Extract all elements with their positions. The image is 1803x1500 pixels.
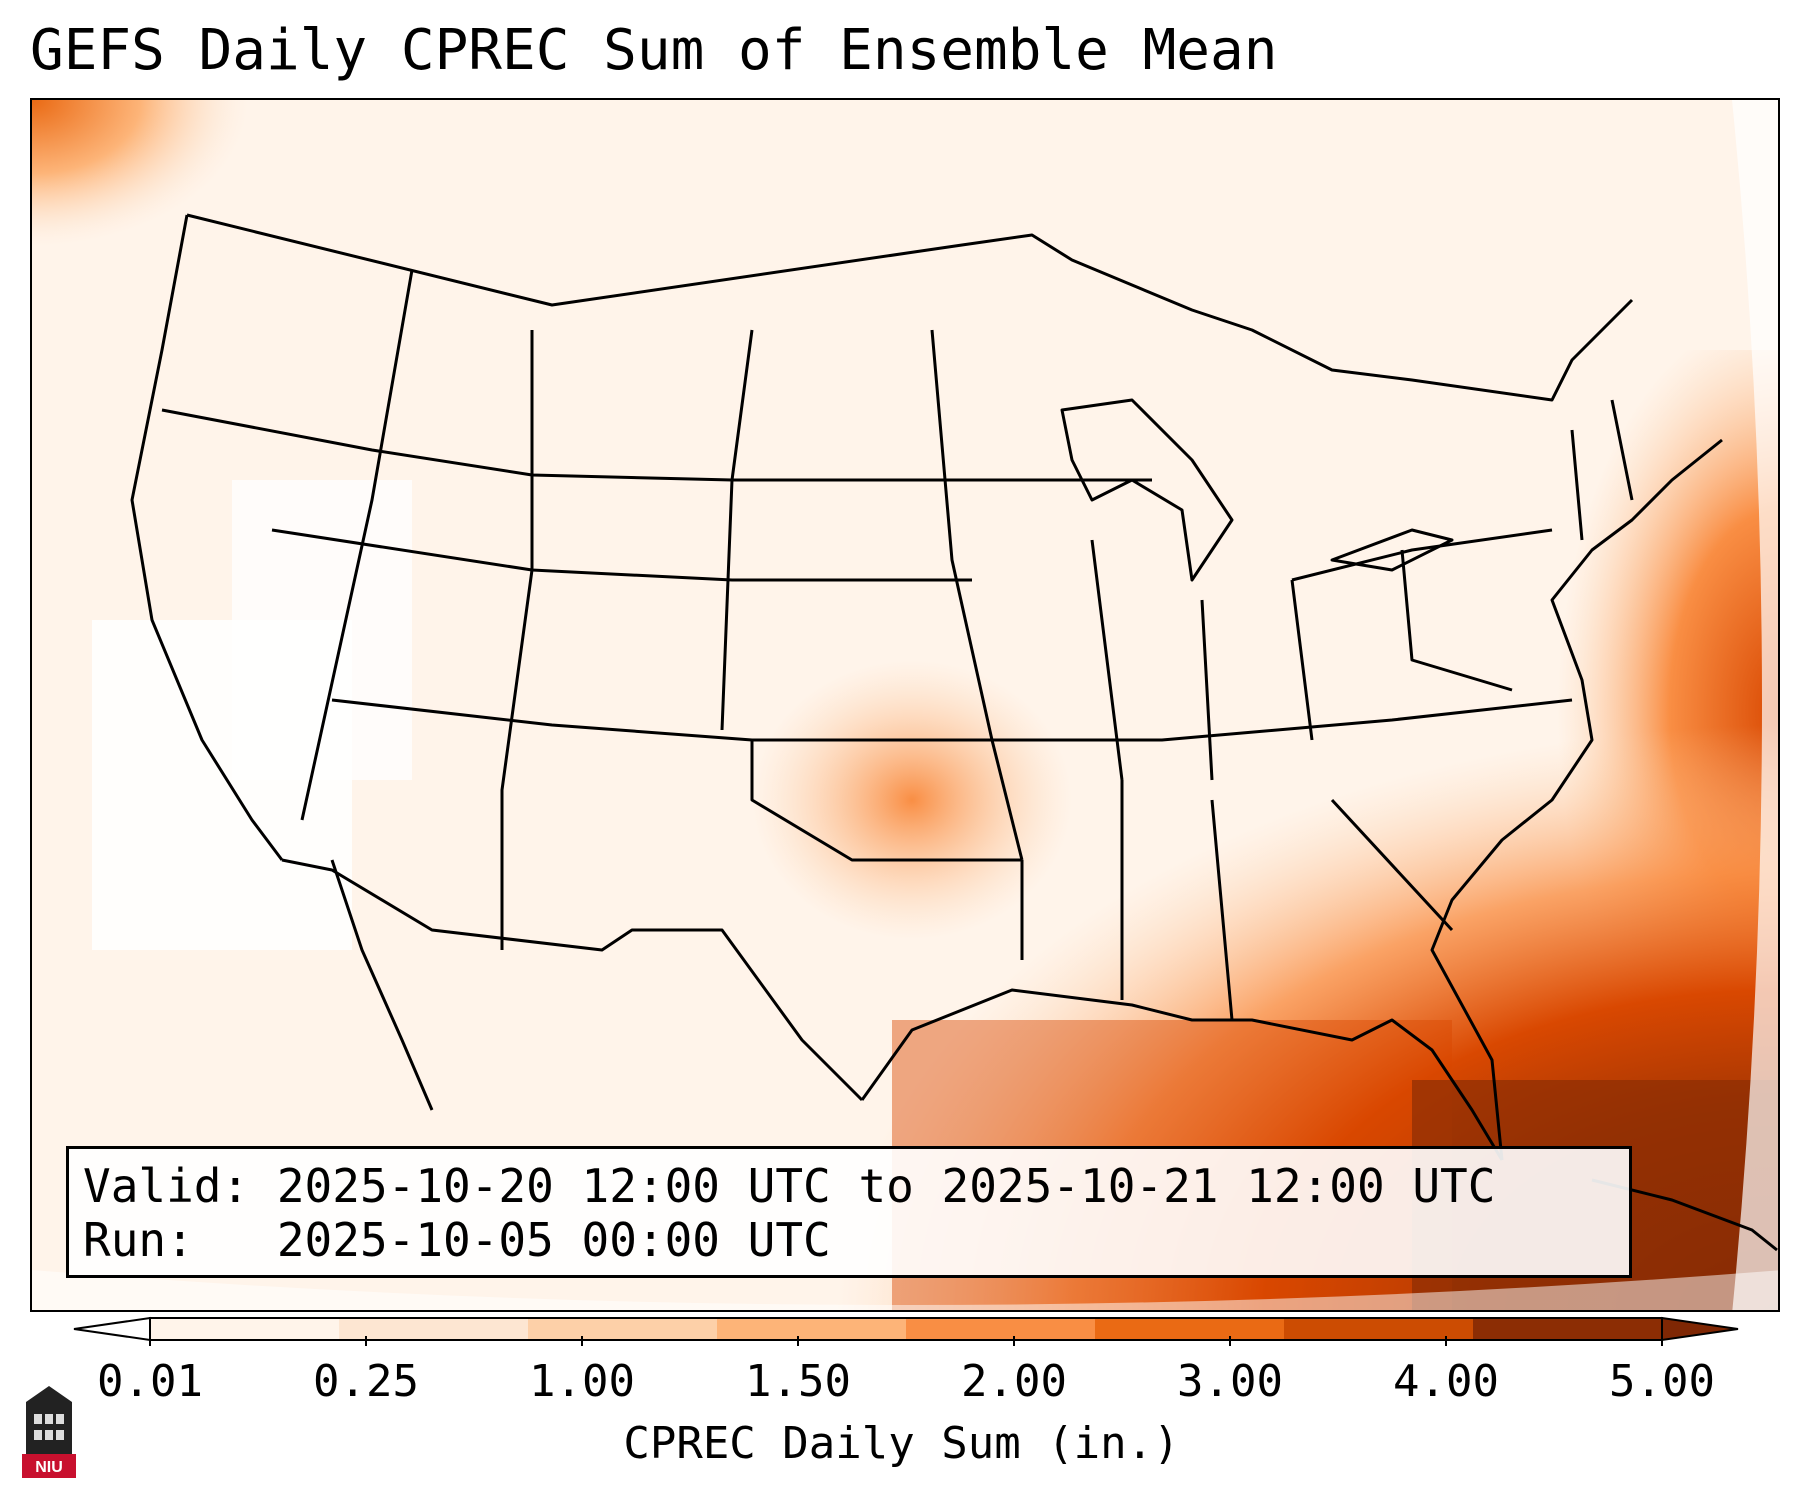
- state-line-1: [161, 408, 1152, 482]
- map-outside-domain-bottom: [32, 1270, 1778, 1310]
- state-line-11: [1291, 528, 1553, 692]
- state-line-5: [1020, 780, 1454, 1021]
- map-outside-domain-right: [1732, 100, 1778, 1310]
- colorbar-tick-label: 1.00: [529, 1356, 635, 1407]
- run-time-text: Run: 2025-10-05 00:00 UTC: [83, 1213, 831, 1267]
- colorbar-outline: [149, 1317, 1663, 1341]
- lake-erie: [1330, 528, 1454, 572]
- state-line-7: [500, 330, 534, 950]
- state-line-4: [750, 740, 1022, 862]
- atlantic-coast: [1430, 438, 1723, 1161]
- us-canada-border: [186, 213, 1634, 402]
- valid-run-info-box: Valid: 2025-10-20 12:00 UTC to 2025-10-2…: [66, 1146, 1632, 1278]
- precipitation-map: [30, 98, 1780, 1312]
- state-line-12: [1570, 399, 1634, 541]
- valid-time-text: Valid: 2025-10-20 12:00 UTC to 2025-10-2…: [83, 1159, 1496, 1213]
- colorbar-tick-mark: [365, 1336, 367, 1346]
- niu-logo: NIU: [22, 1386, 76, 1478]
- colorbar-segment: [1473, 1318, 1663, 1340]
- state-line-2: [271, 528, 972, 582]
- us-mexico-border: [281, 858, 864, 1102]
- colorbar-segment: [528, 1318, 718, 1340]
- colorbar-tick-mark: [797, 1336, 799, 1346]
- colorbar-segment: [1095, 1318, 1285, 1340]
- state-line-10: [1090, 539, 1314, 781]
- colorbar-tick-label: 0.01: [97, 1356, 203, 1407]
- baja-california: [330, 859, 434, 1111]
- colorbar-segment: [339, 1318, 529, 1340]
- west-coast: [130, 214, 284, 861]
- colorbar-tick-mark: [1445, 1336, 1447, 1346]
- colorbar-label: CPREC Daily Sum (in.): [623, 1418, 1180, 1469]
- colorbar-tick-label: 2.00: [961, 1356, 1067, 1407]
- colorbar-tick-label: 0.25: [313, 1356, 419, 1407]
- colorbar-tick-mark: [149, 1336, 151, 1346]
- gulf-coast: [860, 988, 1504, 1161]
- niu-logo-text: NIU: [35, 1459, 63, 1476]
- colorbar-segment: [717, 1318, 907, 1340]
- colorbar-tick-label: 5.00: [1609, 1356, 1715, 1407]
- colorbar-segment: [906, 1318, 1096, 1340]
- great-lakes: [1060, 398, 1234, 582]
- colorbar-tick-label: 1.50: [745, 1356, 851, 1407]
- map-title: GEFS Daily CPREC Sum of Ensemble Mean: [30, 18, 1278, 83]
- colorbar-tick-mark: [1229, 1336, 1231, 1346]
- map-canvas: [32, 100, 1778, 1310]
- state-line-8: [720, 329, 754, 731]
- colorbar-tick-mark: [1013, 1336, 1015, 1346]
- colorbar-tick-mark: [1661, 1336, 1663, 1346]
- colorbar: [73, 1316, 1739, 1342]
- colorbar-tick-label: 4.00: [1393, 1356, 1499, 1407]
- precip-field-northwest: [32, 100, 652, 520]
- state-line-6: [300, 269, 414, 821]
- colorbar-tick-label: 3.00: [1177, 1356, 1283, 1407]
- cuba-coast: [1591, 1178, 1778, 1252]
- colorbar-segment: [150, 1318, 340, 1340]
- colorbar-tick-mark: [581, 1336, 583, 1346]
- state-boundaries: [130, 213, 1778, 1252]
- colorbar-segments: [150, 1318, 1663, 1340]
- colorbar-segment: [1284, 1318, 1474, 1340]
- state-line-9: [930, 329, 1024, 861]
- colorbar-ticks: 0.01 0.25 1.00 1.50 2.00 3.00 4.00 5.00: [0, 1336, 1803, 1407]
